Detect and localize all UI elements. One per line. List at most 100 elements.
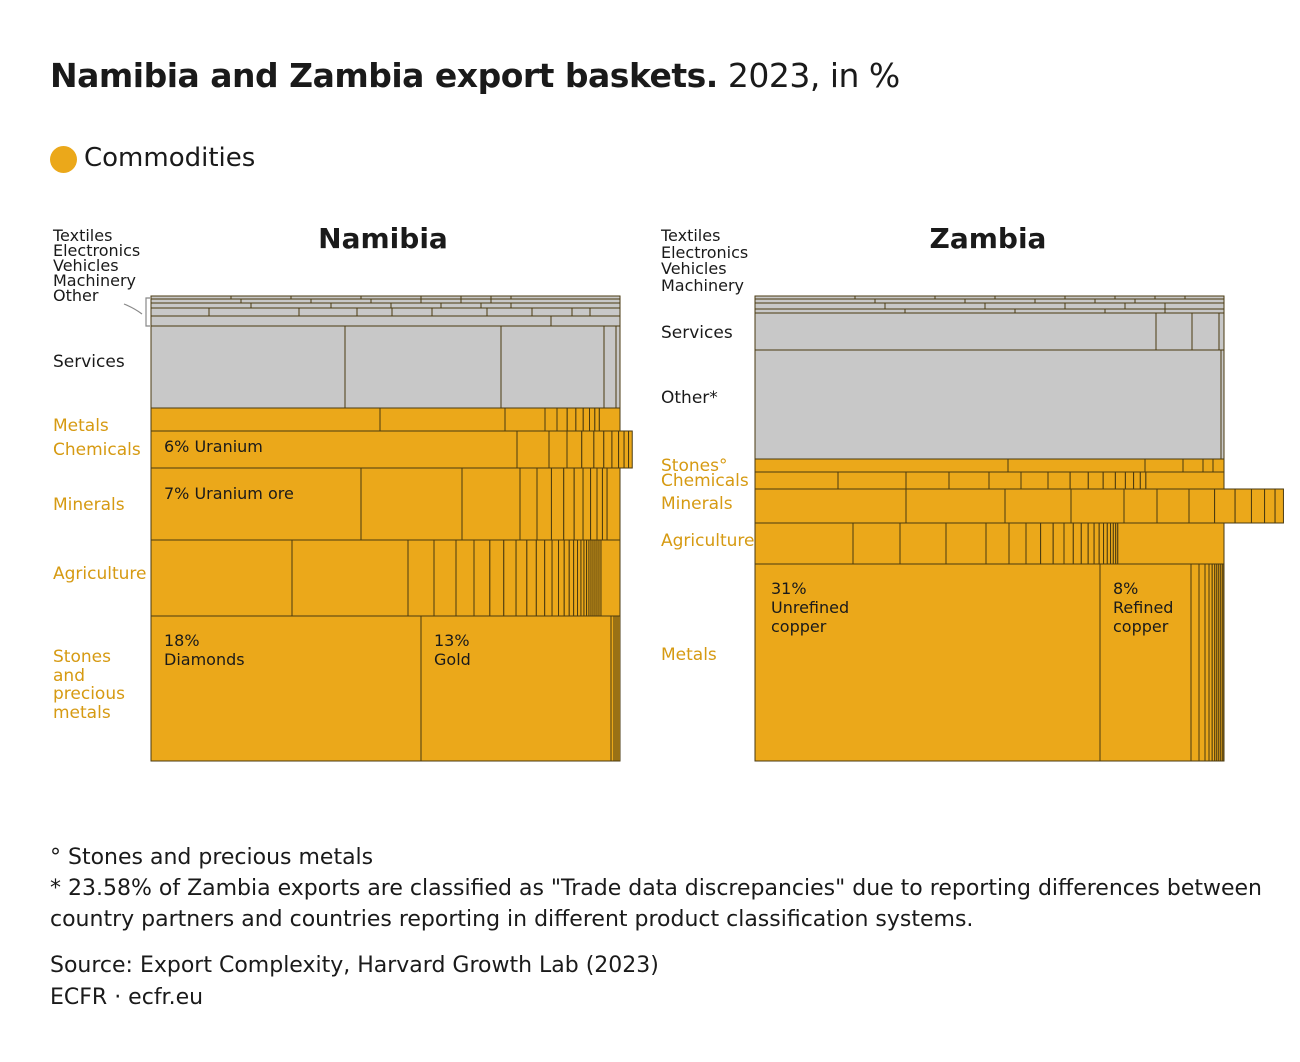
namibia-services-cell bbox=[150, 325, 346, 409]
zambia-label-chemicals: Chemicals bbox=[661, 471, 749, 491]
zambia-metals-cell bbox=[1198, 563, 1206, 762]
legend: Commodities bbox=[50, 142, 255, 173]
zambia-services-cell bbox=[754, 312, 1157, 351]
zambia-label-other: Other* bbox=[661, 388, 718, 408]
namibia-other-cell bbox=[150, 315, 552, 327]
legend-swatch-icon bbox=[50, 146, 77, 173]
footnote-stones: ° Stones and precious metals bbox=[50, 845, 374, 870]
namibia-minerals-cell bbox=[360, 467, 463, 541]
zambia-label-metals: Metals bbox=[661, 645, 717, 665]
zambia-label-stones: Stones° bbox=[661, 456, 728, 476]
zambia-vehicles-cell bbox=[884, 302, 986, 310]
chart-title-main: Namibia and Zambia export baskets. bbox=[50, 56, 718, 95]
zambia-minerals-cell bbox=[1004, 488, 1072, 524]
namibia-machinery-cell bbox=[571, 307, 591, 317]
namibia-metals-cell bbox=[589, 407, 596, 432]
zambia-treemap: 31% Unrefined copper 8% Refined copper bbox=[754, 295, 1284, 762]
zambia-agriculture-cell bbox=[1103, 522, 1108, 565]
namibia-stones-cell bbox=[150, 615, 422, 762]
zambia-chemicals-cell bbox=[1069, 471, 1089, 490]
namibia-machinery-cell bbox=[356, 307, 393, 317]
namibia-agriculture-cell bbox=[573, 539, 579, 617]
zambia-label-minerals: Minerals bbox=[661, 494, 733, 514]
zambia-chemicals-cell bbox=[1145, 471, 1225, 490]
namibia-services-cell bbox=[500, 325, 605, 409]
zambia-agriculture-cell bbox=[1117, 522, 1225, 565]
namibia-label-services: Services bbox=[53, 352, 125, 372]
zambia-metals-cell bbox=[1190, 563, 1200, 762]
zambia-minerals-cell bbox=[905, 488, 1006, 524]
publisher-line: ECFR · ecfr.eu bbox=[50, 985, 204, 1010]
namibia-label-metals: Metals bbox=[53, 416, 109, 436]
namibia-agriculture-cell bbox=[433, 539, 457, 617]
namibia-metals-cell bbox=[582, 407, 591, 432]
namibia-agriculture-cell bbox=[489, 539, 505, 617]
zambia-agriculture-cell bbox=[852, 522, 901, 565]
namibia-treemap: 6% Uranium 7% Uranium ore 18% Diamonds 13% Go… bbox=[150, 295, 633, 762]
zambia-agriculture-cell bbox=[945, 522, 987, 565]
zambia-minerals-cell bbox=[1123, 488, 1158, 524]
namibia-chemicals-cell bbox=[566, 430, 583, 469]
zambia-label-agriculture: Agriculture bbox=[661, 531, 755, 551]
namibia-electronics-cell bbox=[370, 298, 422, 304]
zambia-stack-label: Electronics bbox=[661, 242, 749, 262]
namibia-minerals-cell bbox=[461, 467, 521, 541]
zambia-stack-label: Vehicles bbox=[661, 259, 727, 278]
zambia-machinery-cell bbox=[754, 308, 906, 314]
chart-title: Namibia and Zambia export baskets. 2023,… bbox=[50, 56, 900, 95]
footnote-discrepancies-cont: country partners and countries reporting… bbox=[50, 907, 974, 932]
zambia-machinery-cell bbox=[1164, 308, 1225, 314]
zambia-chemicals-cell bbox=[1047, 471, 1071, 490]
namibia-chemicals-cell bbox=[581, 430, 595, 469]
zambia-agriculture-cell bbox=[1087, 522, 1095, 565]
namibia-electronics-cell bbox=[310, 298, 372, 304]
zambia-chemicals-cell bbox=[1133, 471, 1141, 490]
zambia-stones-cell bbox=[1007, 458, 1146, 473]
zambia-machinery-cell bbox=[1104, 308, 1166, 314]
namibia-stones-cell bbox=[617, 615, 621, 762]
zambia-chemicals-cell bbox=[905, 471, 950, 490]
namibia-chemicals-cell bbox=[593, 430, 605, 469]
zambia-minerals-cell bbox=[1234, 488, 1252, 524]
namibia-chemicals-cell bbox=[628, 430, 633, 469]
zambia-metals-cell bbox=[754, 563, 1101, 762]
namibia-agriculture-cell bbox=[563, 539, 570, 617]
namibia-label-stones-line: Stones bbox=[53, 647, 111, 667]
namibia-minerals-cell bbox=[582, 467, 592, 541]
namibia-agriculture-cell bbox=[535, 539, 546, 617]
zambia-electronics-cell bbox=[1134, 298, 1225, 304]
namibia-other-cell bbox=[550, 315, 621, 327]
namibia-label-stones-line: metals bbox=[53, 702, 111, 723]
zambia-minerals-cell bbox=[754, 488, 907, 524]
zambia-minerals-cell bbox=[1070, 488, 1125, 524]
chart-title-sub: 2023, in % bbox=[727, 56, 900, 95]
namibia-label-chemicals: Chemicals bbox=[53, 440, 141, 460]
namibia-machinery-cell bbox=[531, 307, 573, 317]
zambia-label-services: Services bbox=[661, 323, 733, 343]
zambia-agriculture-cell bbox=[1008, 522, 1027, 565]
namibia-agriculture-cell bbox=[503, 539, 517, 617]
namibia-electronics-cell bbox=[240, 298, 312, 304]
footnote-discrepancies: * 23.58% of Zambia exports are classifie… bbox=[50, 876, 1262, 901]
namibia-vehicles-cell bbox=[390, 302, 442, 309]
namibia-metals-cell bbox=[544, 407, 558, 432]
namibia-vehicles-cell bbox=[250, 302, 332, 309]
zambia-agriculture-cell bbox=[1072, 522, 1082, 565]
zambia-chemicals-cell bbox=[948, 471, 990, 490]
namibia-services-cell bbox=[615, 325, 621, 409]
namibia-label-diamonds: 18% Diamonds bbox=[164, 631, 245, 669]
zambia-chemicals-cell bbox=[1087, 471, 1104, 490]
zambia-services-cell bbox=[1155, 312, 1193, 351]
zambia-label-refined-copper: 8% Refined copper bbox=[1113, 579, 1173, 636]
namibia-machinery-cell bbox=[298, 307, 358, 317]
zambia-chemicals-cell bbox=[988, 471, 1022, 490]
namibia-vehicles-cell bbox=[510, 302, 621, 309]
namibia-agriculture-cell bbox=[455, 539, 475, 617]
namibia-label-minerals: Minerals bbox=[53, 495, 125, 515]
source-line: Source: Export Complexity, Harvard Growt… bbox=[50, 953, 659, 978]
zambia-metals-cell bbox=[1222, 563, 1225, 762]
zambia-stack-label: Machinery bbox=[661, 275, 745, 295]
zambia-agriculture-cell bbox=[899, 522, 947, 565]
namibia-vehicles-cell bbox=[440, 302, 482, 309]
zambia-agriculture-cell bbox=[985, 522, 1010, 565]
